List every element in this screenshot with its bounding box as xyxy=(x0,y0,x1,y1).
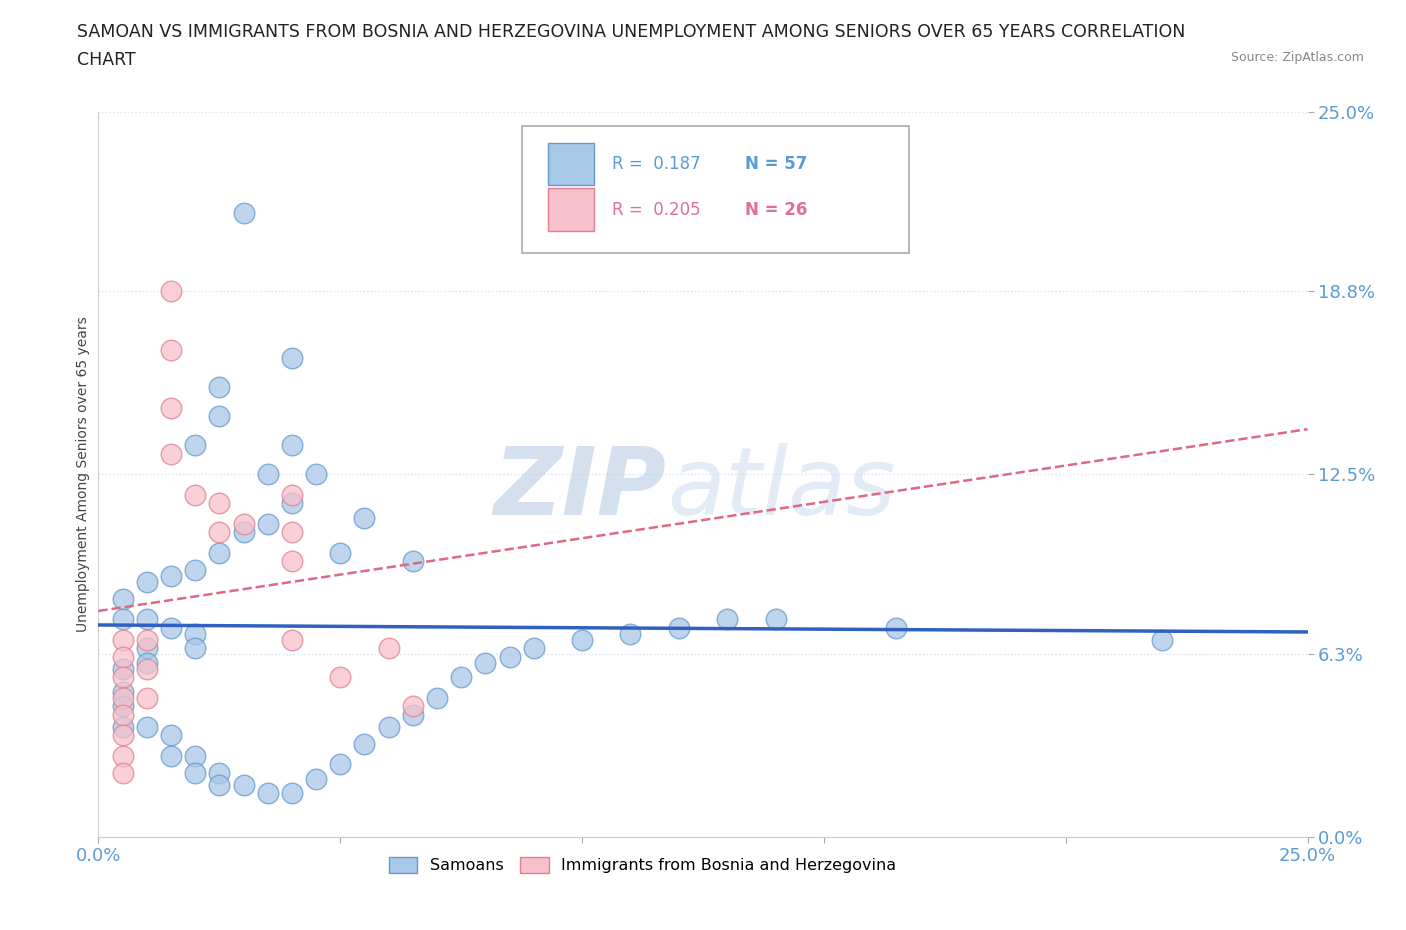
Point xyxy=(281,438,304,453)
Point xyxy=(135,661,157,676)
Point xyxy=(111,765,134,780)
Point xyxy=(668,620,690,635)
FancyBboxPatch shape xyxy=(522,126,908,253)
Point xyxy=(377,641,399,656)
Point xyxy=(353,737,375,751)
Text: Source: ZipAtlas.com: Source: ZipAtlas.com xyxy=(1230,51,1364,64)
Point xyxy=(498,650,520,665)
Point xyxy=(160,342,183,357)
Point xyxy=(208,545,231,560)
Point xyxy=(402,708,425,723)
Point xyxy=(232,516,254,531)
Point xyxy=(160,620,183,635)
Point xyxy=(111,632,134,647)
Point xyxy=(256,786,278,801)
Point xyxy=(208,496,231,511)
Point xyxy=(111,728,134,743)
Point xyxy=(160,728,183,743)
Point xyxy=(329,757,352,772)
Text: N = 26: N = 26 xyxy=(745,201,807,219)
Point xyxy=(281,554,304,569)
Point xyxy=(208,379,231,394)
Point xyxy=(208,777,231,792)
Point xyxy=(184,438,207,453)
Text: ZIP: ZIP xyxy=(494,443,666,535)
Point xyxy=(135,719,157,734)
Point xyxy=(135,632,157,647)
Point xyxy=(281,632,304,647)
Text: N = 57: N = 57 xyxy=(745,154,807,173)
Text: SAMOAN VS IMMIGRANTS FROM BOSNIA AND HERZEGOVINA UNEMPLOYMENT AMONG SENIORS OVER: SAMOAN VS IMMIGRANTS FROM BOSNIA AND HER… xyxy=(77,23,1185,41)
Point xyxy=(208,765,231,780)
Point xyxy=(111,749,134,764)
Point xyxy=(256,467,278,482)
Point xyxy=(305,467,328,482)
Point xyxy=(111,684,134,699)
Text: CHART: CHART xyxy=(77,51,136,69)
Point xyxy=(765,612,787,627)
Legend: Samoans, Immigrants from Bosnia and Herzegovina: Samoans, Immigrants from Bosnia and Herz… xyxy=(382,850,903,880)
Point xyxy=(426,690,449,705)
Text: R =  0.205: R = 0.205 xyxy=(613,201,702,219)
Point xyxy=(232,525,254,539)
FancyBboxPatch shape xyxy=(548,143,595,185)
Point xyxy=(135,612,157,627)
Point xyxy=(135,656,157,671)
Point xyxy=(111,719,134,734)
Point xyxy=(571,632,593,647)
Point xyxy=(329,670,352,684)
Point xyxy=(135,574,157,589)
Point xyxy=(450,670,472,684)
Point xyxy=(111,690,134,705)
Point xyxy=(160,749,183,764)
Point xyxy=(160,568,183,583)
Point xyxy=(281,786,304,801)
Point xyxy=(111,670,134,684)
Point xyxy=(208,409,231,424)
Point xyxy=(184,563,207,578)
Point xyxy=(111,699,134,714)
Point xyxy=(474,656,496,671)
FancyBboxPatch shape xyxy=(548,189,595,231)
Y-axis label: Unemployment Among Seniors over 65 years: Unemployment Among Seniors over 65 years xyxy=(76,316,90,632)
Point xyxy=(256,516,278,531)
Point xyxy=(281,496,304,511)
Point xyxy=(160,400,183,415)
Point xyxy=(135,641,157,656)
Text: atlas: atlas xyxy=(666,444,896,535)
Point xyxy=(281,525,304,539)
Point xyxy=(886,620,908,635)
Point xyxy=(184,765,207,780)
Point xyxy=(208,525,231,539)
Point xyxy=(111,612,134,627)
Point xyxy=(281,487,304,502)
Point xyxy=(523,641,546,656)
Point xyxy=(232,777,254,792)
Point xyxy=(305,772,328,787)
Point xyxy=(111,708,134,723)
Point xyxy=(402,699,425,714)
Point xyxy=(1152,632,1174,647)
Point xyxy=(135,690,157,705)
Text: R =  0.187: R = 0.187 xyxy=(613,154,702,173)
Point xyxy=(160,284,183,299)
Point xyxy=(184,749,207,764)
Point xyxy=(232,206,254,220)
Point xyxy=(184,627,207,642)
Point xyxy=(111,661,134,676)
Point xyxy=(184,487,207,502)
Point xyxy=(402,554,425,569)
Point xyxy=(619,627,641,642)
Point xyxy=(329,545,352,560)
Point xyxy=(353,511,375,525)
Point xyxy=(716,612,738,627)
Point xyxy=(377,719,399,734)
Point xyxy=(111,650,134,665)
Point xyxy=(281,351,304,365)
Point xyxy=(111,591,134,606)
Point xyxy=(184,641,207,656)
Point xyxy=(160,446,183,461)
